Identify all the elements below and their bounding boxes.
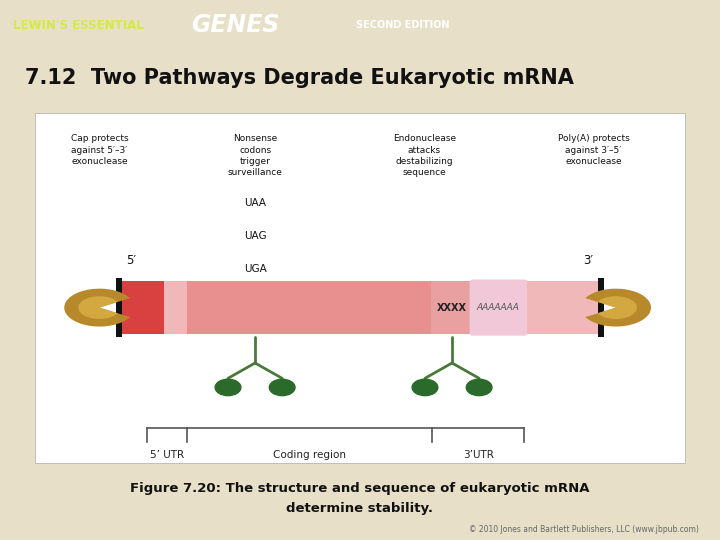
Bar (120, 281, 163, 334)
Bar (598, 278, 603, 338)
Text: LEWIN'S ESSENTIAL: LEWIN'S ESSENTIAL (13, 18, 144, 32)
Text: 3′: 3′ (583, 254, 593, 267)
Bar (120, 281, 600, 334)
Text: 5′: 5′ (127, 254, 137, 267)
Ellipse shape (215, 379, 241, 396)
Text: Poly(A) protects
against 3′–5′
exonuclease: Poly(A) protects against 3′–5′ exonuclea… (557, 134, 629, 166)
Text: Figure 7.20: The structure and sequence of eukaryotic mRNA: Figure 7.20: The structure and sequence … (130, 482, 590, 495)
Text: Nonsense
codons
trigger
surveillance: Nonsense codons trigger surveillance (228, 134, 282, 177)
Text: AAAAAAA: AAAAAAA (477, 303, 520, 312)
Wedge shape (598, 296, 637, 319)
Bar (187, 281, 431, 334)
Text: UAG: UAG (244, 231, 266, 241)
Text: UAA: UAA (244, 199, 266, 208)
Ellipse shape (467, 379, 492, 396)
Text: © 2010 Jones and Bartlett Publishers, LLC (www.jbpub.com): © 2010 Jones and Bartlett Publishers, LL… (469, 525, 698, 534)
Text: 7.12  Two Pathways Degrade Eukaryotic mRNA: 7.12 Two Pathways Degrade Eukaryotic mRN… (25, 68, 574, 87)
Ellipse shape (412, 379, 438, 396)
FancyBboxPatch shape (35, 112, 685, 462)
Wedge shape (64, 289, 130, 327)
Bar (117, 278, 122, 338)
Ellipse shape (269, 379, 295, 396)
Text: determine stability.: determine stability. (287, 502, 433, 516)
Text: XXXX: XXXX (437, 302, 467, 313)
Text: Coding region: Coding region (273, 450, 346, 460)
Text: SECOND EDITION: SECOND EDITION (356, 20, 450, 30)
Text: 5’ UTR: 5’ UTR (150, 450, 184, 460)
Text: UGA: UGA (244, 264, 266, 274)
Text: Cap protects
against 5′–3′
exonuclease: Cap protects against 5′–3′ exonuclease (71, 134, 128, 166)
Text: Endonuclease
attacks
destabilizing
sequence: Endonuclease attacks destabilizing seque… (392, 134, 456, 177)
Text: 3’UTR: 3’UTR (463, 450, 494, 460)
FancyBboxPatch shape (469, 280, 527, 336)
Wedge shape (585, 289, 651, 327)
Bar (431, 281, 473, 334)
Wedge shape (78, 296, 117, 319)
Text: GENES: GENES (191, 13, 279, 37)
